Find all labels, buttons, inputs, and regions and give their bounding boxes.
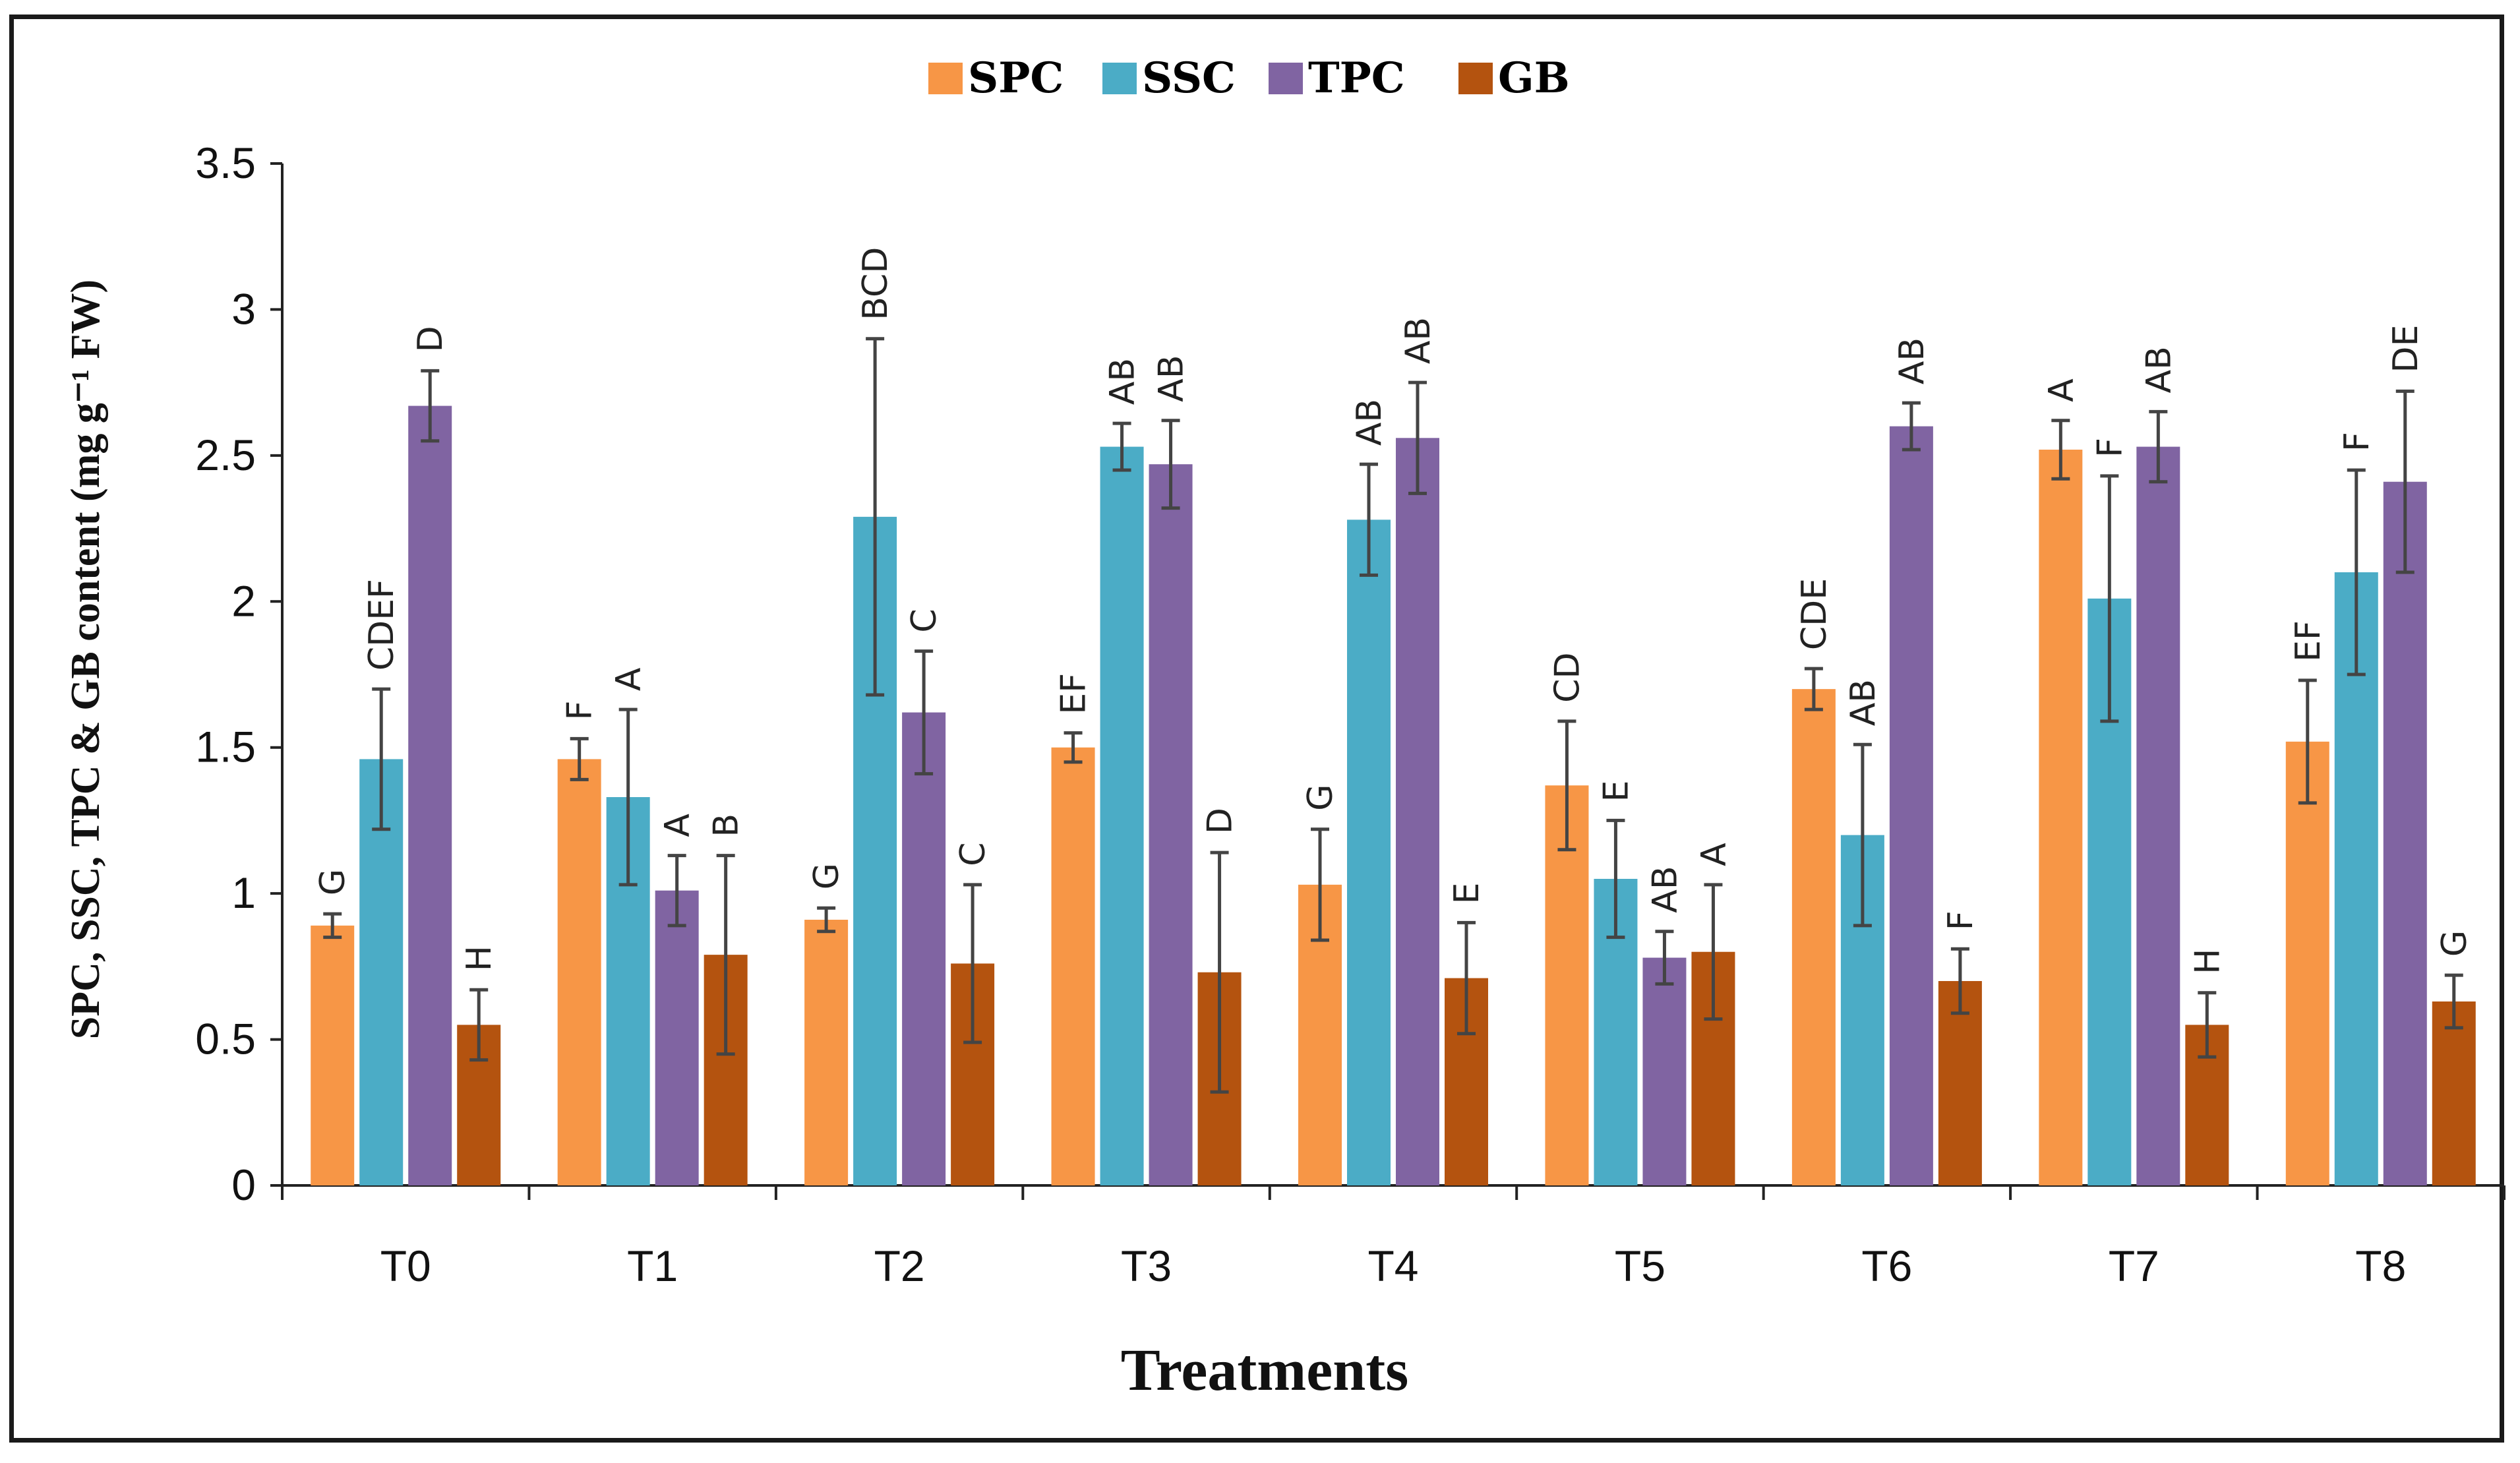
bar-spc-t0 xyxy=(311,925,355,1185)
sig-letter-ssc-t0: CDEF xyxy=(362,579,402,671)
sig-letter-tpc-t7: AB xyxy=(2139,346,2178,393)
bar-gb-t6 xyxy=(1938,981,1982,1185)
legend-swatch-spc xyxy=(928,63,963,94)
sig-letter-spc-t8: EF xyxy=(2289,620,2328,662)
legend-label-gb: GB xyxy=(1498,53,1570,103)
bar-tpc-t5 xyxy=(1642,957,1687,1185)
bar-ssc-t3 xyxy=(1100,446,1144,1185)
y-tick-label: 1 xyxy=(231,868,256,917)
y-tick-label: 2 xyxy=(231,576,256,625)
sig-letter-tpc-t2: C xyxy=(905,609,944,632)
sig-letter-ssc-t8: F xyxy=(2337,432,2377,452)
y-tick-label: 2.5 xyxy=(195,431,256,479)
chart-frame xyxy=(9,15,2504,1443)
sig-letter-tpc-t5: AB xyxy=(1645,866,1685,912)
sig-letter-tpc-t8: DE xyxy=(2386,325,2426,373)
x-tick-label: T2 xyxy=(874,1241,925,1290)
legend-swatch-gb xyxy=(1458,63,1493,94)
sig-letter-spc-t4: G xyxy=(1301,784,1340,810)
sig-letter-tpc-t1: A xyxy=(658,814,698,837)
x-tick-label: T0 xyxy=(380,1241,431,1290)
x-tick-label: T4 xyxy=(1367,1241,1418,1290)
sig-letter-gb-t2: C xyxy=(953,843,993,866)
sig-letter-tpc-t4: AB xyxy=(1398,317,1438,364)
bars xyxy=(311,405,2476,1186)
x-tick-label: T7 xyxy=(2109,1241,2159,1290)
legend-label-tpc: TPC xyxy=(1308,53,1405,103)
sig-letter-gb-t4: E xyxy=(1447,883,1487,905)
bar-spc-t2 xyxy=(804,920,849,1185)
y-axis: 0 0.5 1 1.5 2 2.5 3 3.5 xyxy=(195,138,284,1209)
sig-letter-gb-t0: H xyxy=(460,945,499,971)
error-bars xyxy=(323,337,2463,1094)
x-tick-label: T1 xyxy=(627,1241,678,1290)
bar-ssc-t4 xyxy=(1347,520,1391,1185)
bar-tpc-t6 xyxy=(1889,426,1933,1185)
bar-tpc-t1 xyxy=(655,890,699,1185)
y-tick-label: 1.5 xyxy=(195,723,256,771)
sig-letter-gb-t1: B xyxy=(707,814,746,837)
x-tick-label: T5 xyxy=(1615,1241,1665,1290)
legend-swatch-ssc xyxy=(1102,63,1137,94)
bar-tpc-t2 xyxy=(902,712,946,1185)
y-tick-label: 3.5 xyxy=(195,138,256,187)
y-tick-label: 0 xyxy=(231,1160,256,1209)
y-tick-label: 3 xyxy=(231,284,256,333)
bar-tpc-t3 xyxy=(1149,464,1193,1186)
x-axis: T0 T1 T2 T3 T4 T5 T6 T7 T8 xyxy=(281,1184,2505,1290)
sig-letter-gb-t6: F xyxy=(1941,911,1981,930)
sig-letter-gb-t7: H xyxy=(2188,949,2227,974)
x-tick-label: T3 xyxy=(1121,1241,1172,1290)
legend-label-ssc: SSC xyxy=(1142,53,1236,103)
bar-tpc-t4 xyxy=(1396,438,1439,1186)
sig-letter-spc-t3: EF xyxy=(1054,673,1094,715)
sig-letter-ssc-t4: AB xyxy=(1350,399,1389,446)
bar-gb-t8 xyxy=(2432,1001,2476,1185)
sig-letter-gb-t5: A xyxy=(1694,843,1733,866)
sig-letter-spc-t5: CD xyxy=(1547,652,1587,702)
sig-letter-ssc-t3: AB xyxy=(1103,358,1143,405)
sig-letter-tpc-t6: AB xyxy=(1892,338,1932,384)
bar-spc-t1 xyxy=(557,759,601,1185)
legend-swatch-tpc xyxy=(1269,63,1303,94)
x-tick-label: T8 xyxy=(2355,1241,2406,1290)
legend: SPC SSC TPC GB xyxy=(928,53,1570,103)
sig-letter-spc-t6: CDE xyxy=(1795,578,1834,650)
bar-spc-t8 xyxy=(2285,741,2329,1185)
sig-letter-gb-t3: D xyxy=(1201,808,1240,834)
x-axis-title: Treatments xyxy=(1121,1338,1409,1403)
bar-spc-t6 xyxy=(1791,689,1836,1185)
y-axis-title: SPC, SSC, TPC & GB content (mg g⁻¹ FW) xyxy=(63,280,108,1039)
sig-letter-spc-t7: A xyxy=(2041,378,2081,402)
sig-letter-ssc-t1: A xyxy=(609,667,649,691)
sig-letter-ssc-t6: AB xyxy=(1844,679,1883,726)
bar-tpc-t7 xyxy=(2136,446,2180,1185)
bar-spc-t3 xyxy=(1051,747,1095,1185)
y-tick-label: 0.5 xyxy=(195,1015,256,1063)
x-tick-label: T6 xyxy=(1861,1241,1912,1290)
sig-letter-ssc-t2: BCD xyxy=(856,247,895,320)
sig-letter-spc-t0: G xyxy=(313,869,353,895)
sig-letter-spc-t2: G xyxy=(807,863,847,889)
legend-label-spc: SPC xyxy=(968,53,1064,103)
bar-tpc-t0 xyxy=(408,405,452,1185)
bar-spc-t5 xyxy=(1545,785,1589,1185)
sig-letter-tpc-t3: AB xyxy=(1152,355,1191,402)
sig-letter-tpc-t0: D xyxy=(411,326,450,352)
sig-letter-spc-t1: F xyxy=(560,701,600,721)
sig-letter-ssc-t7: F xyxy=(2090,438,2130,458)
sig-letter-ssc-t5: E xyxy=(1596,781,1636,802)
bar-tpc-t8 xyxy=(2383,481,2427,1185)
bar-spc-t7 xyxy=(2039,450,2083,1185)
sig-letter-gb-t8: G xyxy=(2435,930,2475,957)
